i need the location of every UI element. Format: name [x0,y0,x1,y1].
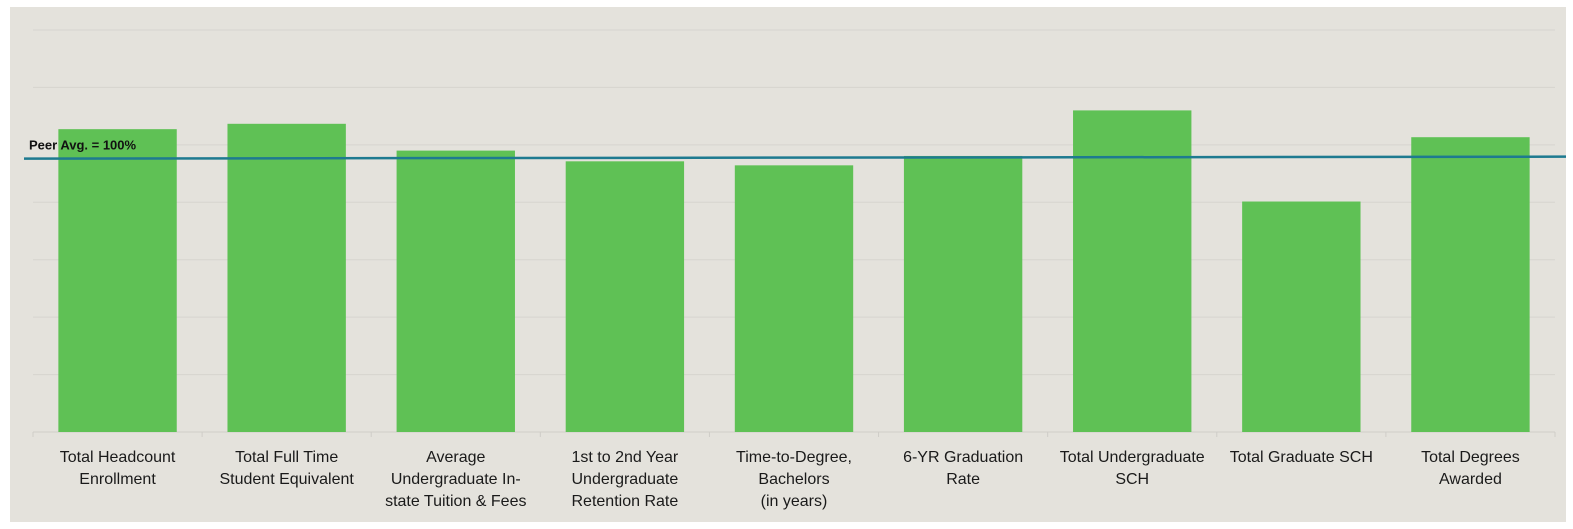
bar [1411,137,1530,432]
bar [1242,201,1361,432]
bar [565,161,685,432]
bar [734,165,854,432]
x-tick-label: Total Degrees Awarded [1421,449,1520,488]
peer-average-line [23,155,1566,160]
x-tick-label: Time-to-Degree, Bachelors (in years) [736,449,852,510]
bar [227,123,346,433]
bar [58,129,177,432]
x-tick-label: Average Undergraduate In- state Tuition … [385,449,527,510]
x-tick-label: 1st to 2nd Year Undergraduate Retention … [571,449,679,510]
x-tick-label: Total Full Time Student Equivalent [219,449,354,488]
x-tick-label: Total Graduate SCH [1229,449,1373,466]
bar [396,150,515,432]
bar-chart: Peer Avg. = 100% [23,29,1566,437]
peer-average-label: Peer Avg. = 100% [29,138,137,153]
x-tick-label: 6-YR Graduation Rate [903,449,1024,488]
chart-area: Peer Avg. = 100% Total Headcount Enrollm… [10,7,1566,522]
bar [1073,110,1192,433]
bar [903,155,1023,432]
x-tick-label: Total Headcount Enrollment [59,449,176,488]
x-tick-label: Total Undergraduate SCH [1059,449,1205,488]
